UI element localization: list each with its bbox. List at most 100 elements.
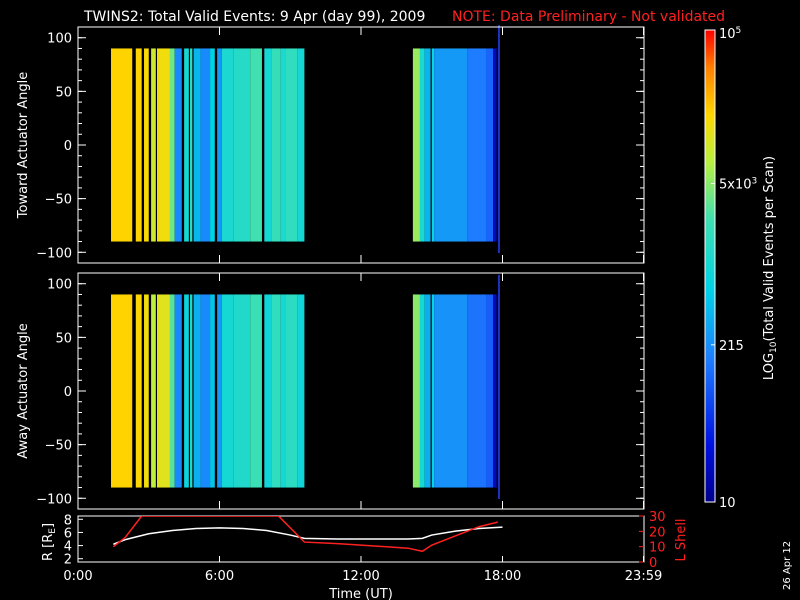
heatmap-column (285, 294, 298, 488)
heatmap-column (169, 294, 175, 488)
heatmap-column (280, 48, 286, 242)
heatmap-column (424, 48, 431, 242)
figure-title: TWINS2: Total Valid Events: 9 Apr (day 9… (83, 9, 425, 25)
heatmap-column (200, 48, 211, 242)
heatmap-column (193, 294, 201, 488)
colorbar-tick-label: 5x103 (719, 177, 757, 193)
heatmap-column (412, 48, 420, 242)
heatmap-column (217, 48, 222, 242)
radius-axis-label-text: R [R (41, 534, 56, 561)
heatmap-column (467, 294, 486, 488)
x-tick-label: 18:00 (484, 569, 521, 584)
y-tick-label: 50 (55, 85, 72, 100)
colorbar-gradient (705, 30, 715, 502)
heatmap-column (135, 48, 142, 242)
colorbar-label-sub: 10 (769, 341, 779, 353)
heatmap-column (169, 48, 175, 242)
heatmap-column (264, 48, 272, 242)
colorbar-label-rest: (Total Valid Events per Scan) (762, 156, 777, 342)
colorbar-frame (704, 29, 716, 503)
heatmap-column (221, 294, 234, 488)
heatmap-column (467, 48, 486, 242)
heatmap-column (285, 48, 298, 242)
y-tick-label: 100 (47, 32, 72, 47)
toward-y-ticks: 100 50 0 −50 −100 (36, 27, 645, 263)
heatmap-column (493, 48, 497, 242)
toward-heatmap-columns (111, 25, 500, 253)
heatmap-column (190, 48, 193, 242)
heatmap-column (111, 294, 133, 488)
heatmap-column (217, 294, 222, 488)
heatmap-column (297, 294, 305, 488)
data-note: NOTE: Data Preliminary - Not validated (452, 9, 725, 25)
away-heatmap-columns (111, 275, 500, 499)
heatmap-column (233, 294, 251, 488)
heatmap-column (271, 294, 281, 488)
away-angle-panel: 100 50 0 −50 −100 Away Actuator Angle (16, 272, 645, 510)
heatmap-column (174, 48, 182, 242)
heatmap-column (493, 294, 497, 488)
lshell-axis-label: L Shell (674, 518, 689, 561)
heatmap-column (210, 48, 215, 242)
heatmap-column (151, 48, 156, 242)
heatmap-column (434, 48, 468, 242)
heatmap-column (485, 48, 494, 242)
heatmap-column (135, 294, 142, 488)
radius-tick-label: 6 (64, 526, 72, 541)
colorbar-label-text: LOG (762, 353, 777, 380)
y-tick-label: 50 (55, 331, 72, 346)
heatmap-column (190, 294, 193, 488)
heatmap-column (264, 294, 272, 488)
colorbar-tick-label: 215 (719, 339, 744, 354)
heatmap-column (157, 294, 170, 488)
colorbar-label: LOG10(Total Valid Events per Scan) (762, 156, 779, 380)
heatmap-column (280, 294, 286, 488)
y-tick-label: 0 (64, 139, 72, 154)
y-tick-label: −50 (45, 439, 72, 454)
heatmap-column (221, 48, 234, 242)
heatmap-column (157, 48, 170, 242)
heatmap-column (434, 294, 468, 488)
heatmap-column (184, 48, 189, 242)
heatmap-column (431, 294, 435, 488)
away-y-axis-label: Away Actuator Angle (16, 323, 31, 458)
heatmap-column (431, 48, 435, 242)
heatmap-column (184, 294, 189, 488)
y-tick-label: −100 (36, 246, 72, 261)
x-tick-label: 23:59 (625, 569, 662, 584)
heatmap-column (193, 48, 201, 242)
lshell-line (112, 516, 498, 553)
heatmap-column (144, 48, 149, 242)
heatmap-column (200, 294, 211, 488)
y-tick-label: 0 (64, 385, 72, 400)
radius-tick-label: 2 (64, 553, 72, 568)
lshell-tick-label: 10 (649, 541, 666, 556)
heatmap-column (419, 48, 425, 242)
heatmap-column (297, 48, 305, 242)
radius-axis-label: R [RE] (41, 523, 58, 561)
heatmap-column (174, 294, 182, 488)
heatmap-column (151, 294, 156, 488)
radius-line (113, 526, 503, 545)
orbit-lines (112, 516, 503, 553)
heatmap-column (144, 294, 149, 488)
time-x-ticks: 0:00 6:00 12:00 18:00 23:59 (63, 556, 662, 584)
heatmap-column (412, 294, 420, 488)
lshell-tick-label: 0 (649, 556, 657, 571)
colorbar-tick-label: 105 (719, 26, 741, 42)
away-y-ticks: 100 50 0 −50 −100 (36, 273, 645, 509)
y-tick-label: 100 (47, 278, 72, 293)
colorbar-ticks: 10 215 5x103 105 (711, 26, 757, 511)
heatmap-column (419, 294, 425, 488)
x-tick-label: 6:00 (205, 569, 234, 584)
radius-axis-label-sub: E (48, 528, 58, 534)
colorbar-tick-label: 10 (719, 496, 736, 511)
radius-axis-label-close: ] (41, 523, 56, 528)
radius-tick-label: 8 (64, 513, 72, 528)
heatmap-column (271, 48, 281, 242)
x-tick-label: 12:00 (342, 569, 379, 584)
